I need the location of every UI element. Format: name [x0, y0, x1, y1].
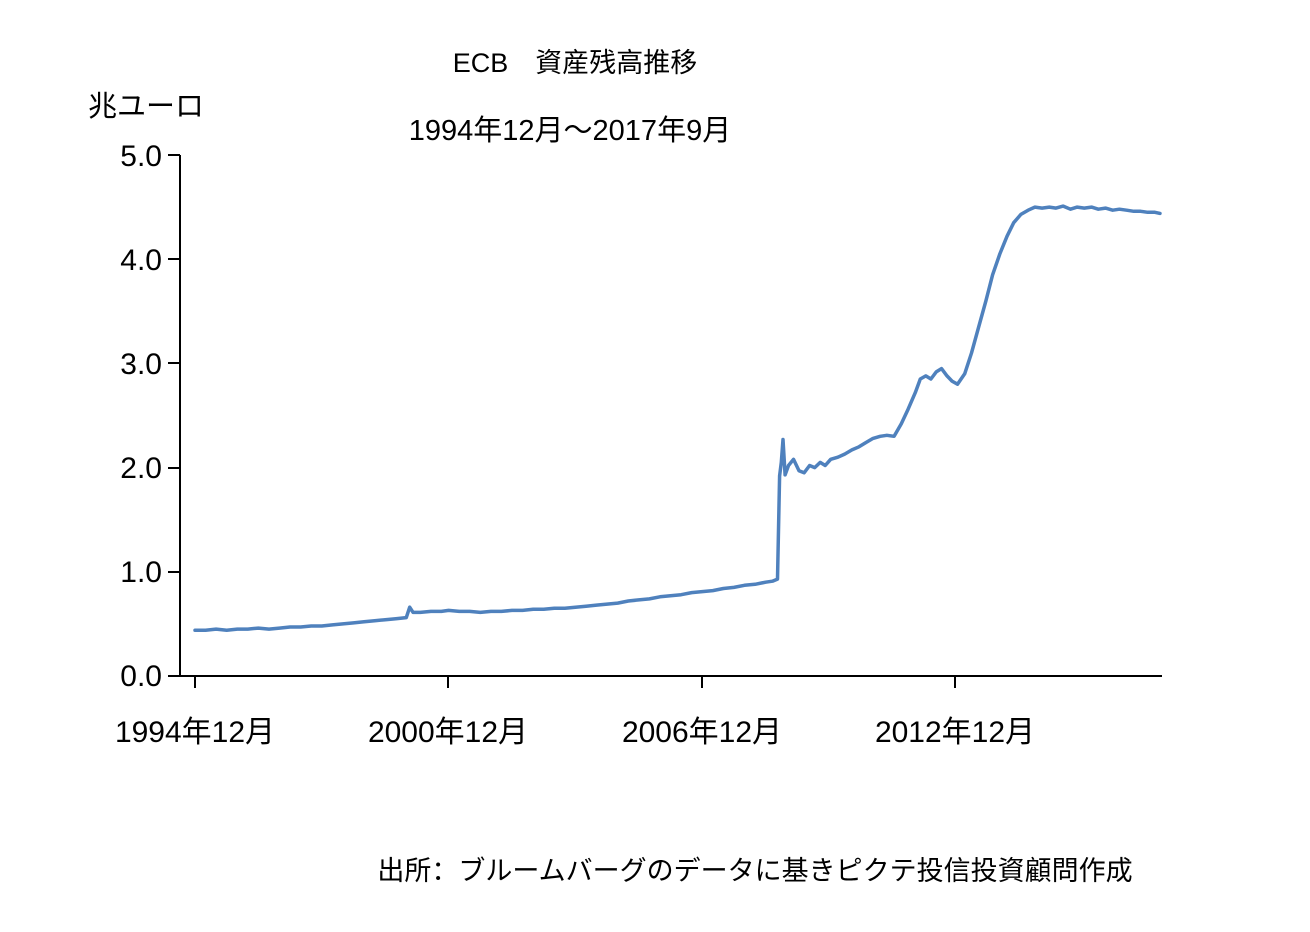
y-tick-label-4: 4.0	[120, 244, 162, 277]
x-tick-label-2012: 2012年12月	[875, 716, 1035, 749]
chart-title: ECB 資産残高推移	[453, 48, 698, 78]
x-tick-label-2000: 2000年12月	[368, 716, 528, 749]
x-tick-label-2006: 2006年12月	[622, 716, 782, 749]
y-tick-label-5: 5.0	[120, 140, 162, 173]
y-axis-tick-labels: 5.0 4.0 3.0 2.0 1.0 0.0	[120, 140, 162, 693]
y-tick-label-0: 0.0	[120, 660, 162, 693]
data-line	[193, 204, 1162, 632]
x-tick-label-1994: 1994年12月	[115, 716, 275, 749]
y-tick-label-2: 2.0	[120, 452, 162, 485]
x-axis-tick-labels: 1994年12月 2000年12月 2006年12月 2012年12月	[115, 716, 1035, 749]
source-note: 出所：ブルームバーグのデータに基きピクテ投信投資顧問作成	[377, 856, 1132, 886]
y-axis-tickmarks	[168, 154, 180, 677]
chart-subtitle: 1994年12月～2017年9月	[409, 114, 731, 147]
y-axis-unit-label: 兆ユーロ	[88, 91, 204, 123]
y-tick-label-1: 1.0	[120, 556, 162, 589]
y-tick-label-3: 3.0	[120, 348, 162, 381]
x-axis-tickmarks	[194, 676, 956, 688]
